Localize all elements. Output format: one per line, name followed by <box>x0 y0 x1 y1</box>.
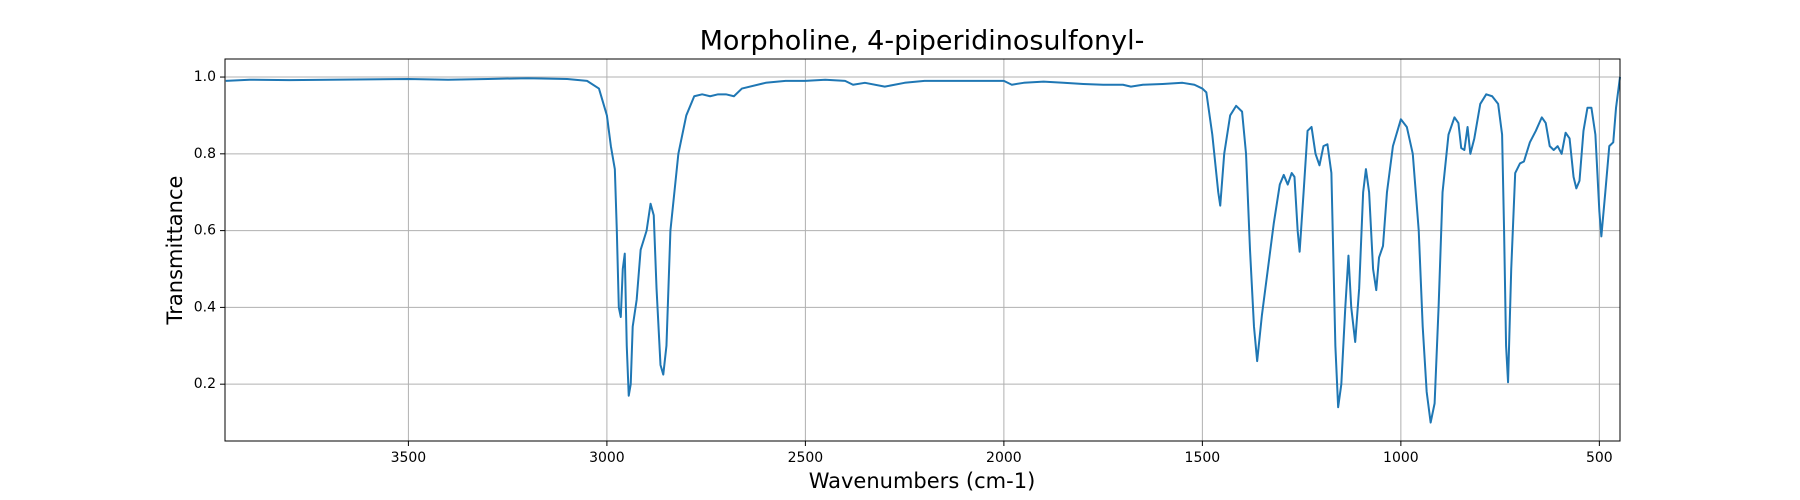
x-axis-label: Wavenumbers (cm-1) <box>809 469 1036 493</box>
y-tick-label: 0.6 <box>194 223 216 239</box>
x-tick-label: 500 <box>1586 450 1613 466</box>
x-tick-label: 2000 <box>986 450 1022 466</box>
y-tick-label: 0.2 <box>194 376 216 392</box>
y-tick-label: 1.0 <box>194 69 216 85</box>
y-tick-label: 0.8 <box>194 146 216 162</box>
x-tick-label: 3000 <box>589 450 625 466</box>
x-tick-label: 1500 <box>1185 450 1221 466</box>
x-tick-label: 3500 <box>391 450 427 466</box>
y-axis-label: Transmittance <box>163 176 187 326</box>
plot-frame <box>224 58 1621 442</box>
y-tick-label: 0.4 <box>194 299 216 315</box>
spectrum-line <box>225 76 1621 424</box>
chart-title: Morpholine, 4-piperidinosulfonyl- <box>700 26 1145 57</box>
x-tick-label: 2500 <box>788 450 824 466</box>
x-tick-label: 1000 <box>1383 450 1419 466</box>
